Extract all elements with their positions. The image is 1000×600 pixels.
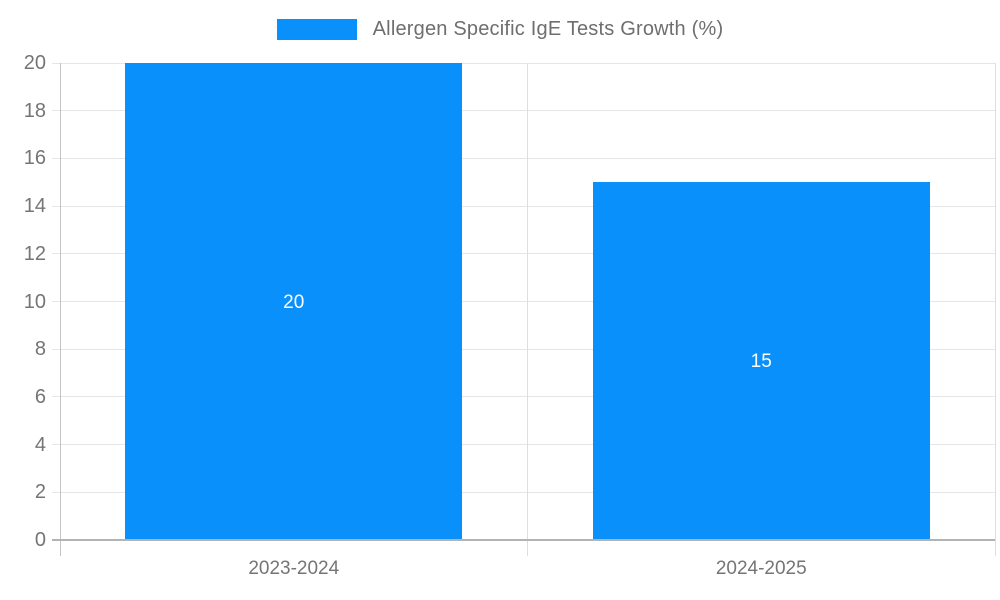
x-tick-label: 2023-2024 [248, 558, 340, 579]
y-gridline [52, 348, 995, 350]
y-tick-label: 20 [23, 52, 46, 74]
y-gridline [52, 205, 995, 207]
y-tick-label: 14 [23, 195, 46, 218]
legend-label: Allergen Specific IgE Tests Growth (%) [372, 18, 724, 40]
y-gridline [52, 301, 995, 302]
x-gridline [994, 63, 996, 556]
y-tick-label: 12 [23, 242, 46, 265]
y-tick-label: 4 [34, 433, 46, 456]
chart-legend: Allergen Specific IgE Tests Growth (%) [0, 18, 1000, 41]
y-gridline [52, 110, 995, 112]
bar-value-label: 20 [283, 291, 305, 313]
x-tick-label: 2024-2025 [715, 558, 807, 579]
y-axis-line [59, 63, 61, 556]
y-tick-label: 18 [23, 99, 46, 122]
y-gridline [52, 253, 995, 255]
y-gridline [52, 491, 995, 493]
bar-value-label: 15 [750, 351, 772, 373]
y-tick-label: 16 [23, 147, 46, 170]
y-gridline [52, 62, 995, 64]
y-gridline [52, 396, 995, 398]
y-tick-label: 2 [34, 481, 46, 504]
y-tick-label: 8 [34, 338, 46, 361]
bar-2024-2025 [592, 182, 930, 540]
y-tick-label: 10 [23, 290, 46, 313]
y-tick-label: 0 [34, 529, 46, 551]
x-gridline [527, 63, 528, 556]
y-gridline [52, 157, 995, 159]
y-tick-label: 6 [34, 385, 46, 408]
bar-2023-2024 [125, 63, 463, 540]
legend-swatch [276, 19, 357, 40]
x-axis-line [52, 539, 995, 541]
y-gridline [52, 444, 995, 446]
